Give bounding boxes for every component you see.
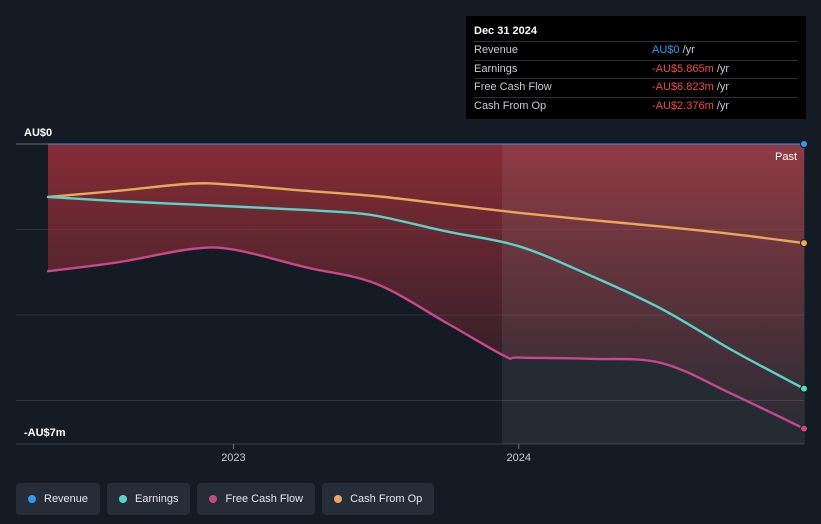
tooltip-row-value: AU$0 /yr <box>652 42 695 60</box>
legend-item-revenue[interactable]: Revenue <box>16 483 101 515</box>
tooltip-row-label: Cash From Op <box>474 99 547 112</box>
legend-label: Earnings <box>135 493 179 505</box>
negative-area-fill <box>48 144 804 429</box>
x-tick-label: 2023 <box>221 452 245 464</box>
tooltip-row-value: -AU$5.865m /yr <box>652 61 729 79</box>
y-axis-top-label: AU$0 <box>24 127 52 139</box>
tooltip: Dec 31 2024 Revenue AU$0 /yr Earnings -AU$5… <box>466 16 806 119</box>
tooltip-row-label: Earnings <box>474 62 518 75</box>
legend: Revenue Earnings Free Cash Flow Cash From O… <box>16 483 435 515</box>
legend-label: Revenue <box>44 493 89 505</box>
tooltip-row-number: -AU$2.376m <box>652 99 714 112</box>
x-axis: 2023 2024 <box>221 444 531 464</box>
tooltip-date: Dec 31 2024 <box>474 25 537 37</box>
x-tick-label: 2024 <box>506 452 530 464</box>
tooltip-row-label: Free Cash Flow <box>474 81 552 93</box>
legend-dot-icon <box>119 495 128 503</box>
tooltip-row: Free Cash Flow -AU$6.823m /yr <box>474 78 798 97</box>
tooltip-row-number: -AU$6.823m <box>652 81 714 93</box>
series-line-earnings <box>46 195 806 390</box>
tooltip-row: Revenue AU$0 /yr <box>474 41 798 60</box>
series-line-cash-from-op <box>46 182 806 245</box>
series-line-free-cash-flow <box>46 246 806 430</box>
legend-dot-icon <box>209 495 218 503</box>
tooltip-row-label: Revenue <box>474 44 519 56</box>
past-region-shade <box>502 144 805 444</box>
area-fills <box>48 144 804 429</box>
tooltip-row-unit: /yr <box>713 62 730 75</box>
tooltip-row-unit: /yr <box>679 44 695 56</box>
tooltip-row-number: -AU$5.865m <box>652 62 714 75</box>
series-end-point-earnings <box>800 384 808 393</box>
series-end-point-revenue <box>800 140 808 148</box>
series-end-point-free-cash-flow <box>800 424 808 433</box>
legend-label: Free Cash Flow <box>225 493 304 505</box>
series-end-point-cash-from-op <box>800 239 808 248</box>
legend-dot-icon <box>334 495 343 503</box>
tooltip-row: Earnings -AU$5.865m /yr <box>474 59 798 79</box>
past-label: Past <box>775 151 797 163</box>
legend-label: Cash From Op <box>350 493 423 505</box>
tooltip-row-unit: /yr <box>713 99 730 112</box>
legend-item-cash-from-op[interactable]: Cash From Op <box>322 483 435 515</box>
series-lines <box>46 140 808 433</box>
tooltip-row-unit: /yr <box>713 81 730 93</box>
tooltip-row-value: -AU$6.823m /yr <box>652 79 729 97</box>
tooltip-row-value: -AU$2.376m /yr <box>652 98 729 116</box>
legend-item-earnings[interactable]: Earnings <box>107 483 191 515</box>
y-axis-bottom-label: -AU$7m <box>24 427 66 439</box>
legend-dot-icon <box>28 495 36 503</box>
tooltip-row-number: AU$0 <box>652 44 680 56</box>
tooltip-row: Cash From Op -AU$2.376m /yr <box>474 96 798 116</box>
legend-item-free-cash-flow[interactable]: Free Cash Flow <box>197 483 316 515</box>
